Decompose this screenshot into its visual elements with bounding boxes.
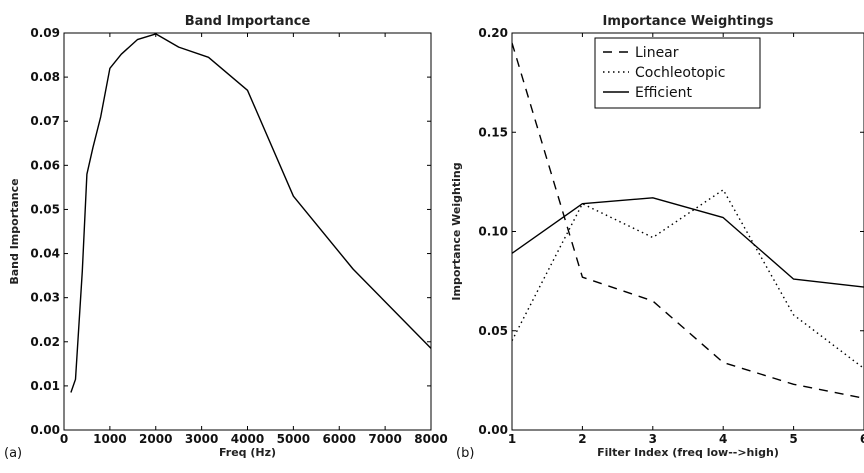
series-line-efficient <box>512 197 864 288</box>
y-tick-label: 0.08 <box>30 70 60 84</box>
y-tick-label: 0.06 <box>30 158 60 172</box>
legend-label: Efficient <box>635 85 692 101</box>
y-tick-label: 0.01 <box>30 379 60 393</box>
y-tick-label: 0.09 <box>30 26 60 40</box>
chart-band-importance: Band Importance Freq (Hz) Band Importance (… <box>4 14 448 461</box>
x-tick-label: 1000 <box>93 432 126 446</box>
plot-frame <box>63 32 432 431</box>
chart-title: Band Importance <box>185 14 311 29</box>
y-tick-label: 0.00 <box>478 423 508 437</box>
legend: Linear Cochleotopic Efficient <box>594 37 761 109</box>
x-tick-label: 0 <box>60 432 68 446</box>
x-tick-label: 7000 <box>368 432 401 446</box>
y-tick-label: 0.05 <box>30 202 60 216</box>
series-line <box>70 33 431 393</box>
x-tick-label: 2000 <box>139 432 172 446</box>
y-axis-label: Band Importance <box>8 178 21 284</box>
y-tick-label: 0.03 <box>30 291 60 305</box>
x-tick-label: 2 <box>578 432 586 446</box>
x-tick-label: 3000 <box>185 432 218 446</box>
y-axis-label: Importance Weighting <box>450 162 463 300</box>
x-tick-label: 6 <box>860 432 864 446</box>
x-tick-label: 5 <box>789 432 797 446</box>
legend-box <box>594 37 761 109</box>
x-tick-label: 3 <box>649 432 657 446</box>
x-tick-label: 6000 <box>323 432 356 446</box>
y-tick-label: 0.05 <box>478 324 508 338</box>
y-tick-label: 0.15 <box>478 125 508 139</box>
chart-title: Importance Weightings <box>603 14 774 29</box>
x-axis-label: Freq (Hz) <box>219 446 276 459</box>
x-axis-label: Filter Index (freq low-->high) <box>597 446 779 459</box>
x-tick-label: 8000 <box>414 432 447 446</box>
y-tick-label: 0.04 <box>30 247 60 261</box>
chart-importance-weightings: Importance Weightings Filter Index (freq … <box>450 14 864 461</box>
y-tick-label: 0.20 <box>478 26 508 40</box>
panel-label: (b) <box>456 446 474 461</box>
y-tick-label: 0.02 <box>30 335 60 349</box>
x-tick-label: 4 <box>719 432 727 446</box>
x-tick-label: 5000 <box>277 432 310 446</box>
y-tick-label: 0.07 <box>30 114 60 128</box>
series-line-cochleotopic <box>512 189 864 370</box>
x-tick-label: 4000 <box>231 432 264 446</box>
panel-label: (a) <box>4 446 22 461</box>
y-tick-label: 0.10 <box>478 225 508 239</box>
y-tick-label: 0.00 <box>30 423 60 437</box>
legend-label: Cochleotopic <box>635 65 726 81</box>
legend-label: Linear <box>635 45 679 61</box>
series-line-linear <box>512 42 864 399</box>
x-tick-label: 1 <box>508 432 516 446</box>
